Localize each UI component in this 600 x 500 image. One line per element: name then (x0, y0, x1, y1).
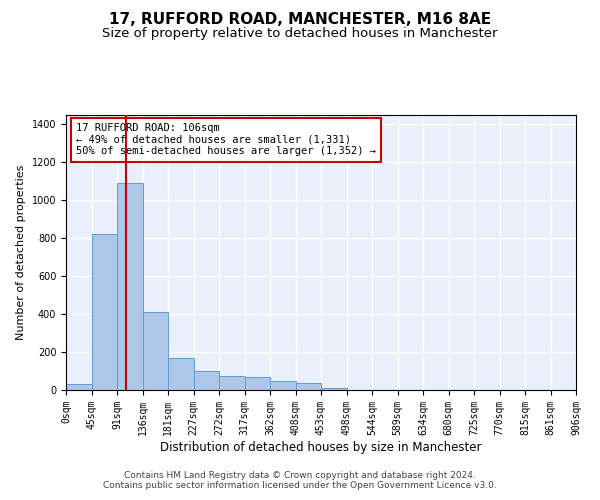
X-axis label: Distribution of detached houses by size in Manchester: Distribution of detached houses by size … (160, 440, 482, 454)
Text: 17, RUFFORD ROAD, MANCHESTER, M16 8AE: 17, RUFFORD ROAD, MANCHESTER, M16 8AE (109, 12, 491, 28)
Y-axis label: Number of detached properties: Number of detached properties (16, 165, 26, 340)
Bar (66, 384, 91, 390)
Bar (296, 384, 321, 390)
Bar (91, 234, 117, 390)
Bar (321, 388, 347, 390)
Bar (270, 380, 296, 390)
Bar (193, 371, 219, 390)
Text: Size of property relative to detached houses in Manchester: Size of property relative to detached ho… (102, 28, 498, 40)
Text: Contains HM Land Registry data © Crown copyright and database right 2024.
Contai: Contains HM Land Registry data © Crown c… (103, 470, 497, 490)
Bar (245, 376, 270, 390)
Bar (168, 358, 193, 390)
Bar (117, 184, 143, 390)
Text: 17 RUFFORD ROAD: 106sqm
← 49% of detached houses are smaller (1,331)
50% of semi: 17 RUFFORD ROAD: 106sqm ← 49% of detache… (76, 123, 376, 156)
Bar (219, 376, 245, 390)
Bar (143, 312, 168, 390)
